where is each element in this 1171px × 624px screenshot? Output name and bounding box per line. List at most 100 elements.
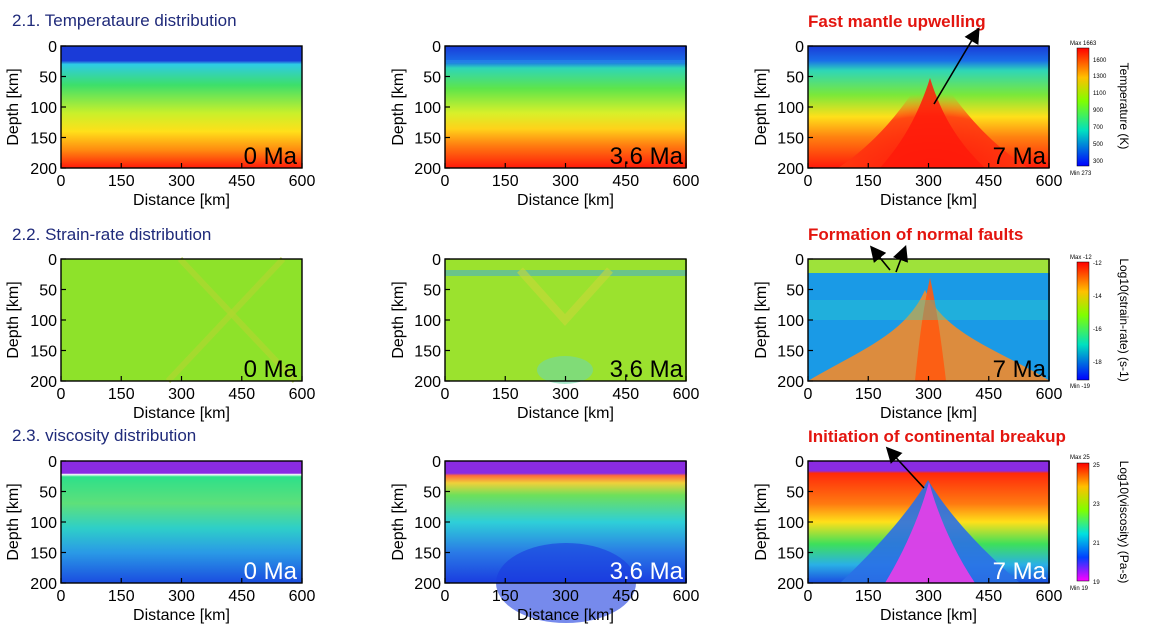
y-tick-label: 0 bbox=[48, 454, 57, 471]
y-tick-label: 0 bbox=[432, 252, 441, 269]
colorbar-viscosity-min: Min 19 bbox=[1070, 586, 1089, 592]
colorbar-strain-rate-tick: -16 bbox=[1093, 327, 1102, 333]
x-tick-label: 300 bbox=[168, 173, 195, 190]
y-tick-label: 200 bbox=[30, 374, 57, 391]
y-tick-label: 0 bbox=[795, 252, 804, 269]
colorbar-temperature-tick: 1600 bbox=[1093, 58, 1107, 64]
y-axis-label: Depth [km] bbox=[5, 281, 22, 358]
colorbar-strain-rate-tick: -14 bbox=[1093, 294, 1102, 300]
x-tick-label: 450 bbox=[612, 588, 639, 605]
y-tick-label: 50 bbox=[786, 485, 804, 502]
axes-layer: 0 150 300 450 600 0 50 100 150 200 Distance [km] De… bbox=[5, 39, 1062, 624]
x-tick-label: 0 bbox=[57, 588, 66, 605]
y-tick-label: 100 bbox=[414, 313, 441, 330]
strain-side-band bbox=[808, 300, 1050, 320]
y-tick-label: 150 bbox=[777, 131, 804, 148]
panel-temperature-0ma bbox=[61, 46, 302, 168]
y-tick-label: 150 bbox=[414, 131, 441, 148]
y-tick-label: 150 bbox=[414, 344, 441, 361]
y-tick-label: 100 bbox=[30, 515, 57, 532]
arrow-normal-fault-1 bbox=[869, 245, 891, 271]
panel-strain-rate-7ma bbox=[808, 259, 1050, 381]
temperature-field-3.6ma bbox=[445, 46, 687, 168]
shear-band-left bbox=[177, 256, 298, 384]
time-label-temperature-3.6ma: 3.6 Ma bbox=[610, 143, 684, 170]
time-label-strain-7ma: 7 Ma bbox=[993, 356, 1047, 383]
x-tick-label: 0 bbox=[804, 588, 813, 605]
panel-strain-rate-3.6ma bbox=[445, 259, 687, 384]
x-axis-label: Distance [km] bbox=[880, 607, 977, 624]
axes-r2-c1: 0 150 300 450 600 0 50 100 150 200 Distance [km] De… bbox=[390, 454, 699, 624]
y-tick-label: 200 bbox=[30, 161, 57, 178]
y-tick-label: 200 bbox=[30, 576, 57, 593]
x-tick-label: 150 bbox=[108, 386, 135, 403]
colorbar-temperature-tick: 700 bbox=[1093, 125, 1104, 131]
x-tick-label: 0 bbox=[57, 173, 66, 190]
strain-rift-core bbox=[915, 278, 946, 381]
x-tick-label: 0 bbox=[804, 173, 813, 190]
x-axis-label: Distance [km] bbox=[133, 405, 230, 422]
axes-r1-c0: 0 150 300 450 600 0 50 100 150 200 Distance [km] De… bbox=[5, 252, 315, 422]
colorbar-strain-rate-gradient bbox=[1076, 261, 1090, 381]
x-tick-label: 600 bbox=[1036, 386, 1063, 403]
y-tick-label: 100 bbox=[30, 313, 57, 330]
x-tick-label: 150 bbox=[108, 173, 135, 190]
x-tick-label: 450 bbox=[612, 386, 639, 403]
y-tick-label: 0 bbox=[432, 454, 441, 471]
y-tick-label: 150 bbox=[30, 344, 57, 361]
colorbar-strain-rate-max: Max -12 bbox=[1070, 255, 1092, 261]
x-tick-label: 300 bbox=[168, 588, 195, 605]
colorbar-viscosity-tick: 21 bbox=[1093, 541, 1100, 547]
x-tick-label: 300 bbox=[552, 386, 579, 403]
x-tick-label: 450 bbox=[612, 173, 639, 190]
time-label-viscosity-7ma: 7 Ma bbox=[993, 558, 1047, 585]
x-tick-label: 150 bbox=[855, 173, 882, 190]
x-tick-label: 600 bbox=[289, 588, 316, 605]
strain-fault-band bbox=[445, 270, 687, 276]
y-tick-label: 200 bbox=[777, 161, 804, 178]
colorbar-temperature-gradient bbox=[1076, 47, 1090, 167]
axes-r0-c0: 0 150 300 450 600 0 50 100 150 200 Distance [km] De… bbox=[5, 39, 315, 209]
x-tick-label: 300 bbox=[915, 173, 942, 190]
x-axis-label: Distance [km] bbox=[880, 405, 977, 422]
colorbar-strain-rate-tick: -18 bbox=[1093, 360, 1102, 366]
section-title-temperature: 2.1. Temperataure distribution bbox=[12, 11, 237, 30]
x-tick-label: 600 bbox=[1036, 588, 1063, 605]
colorbar-temperature-tick: 900 bbox=[1093, 108, 1104, 114]
x-tick-label: 300 bbox=[915, 386, 942, 403]
colorbar-temperature-tick: 500 bbox=[1093, 142, 1104, 148]
x-tick-label: 150 bbox=[492, 386, 519, 403]
y-tick-label: 0 bbox=[795, 454, 804, 471]
time-label-temperature-7ma: 7 Ma bbox=[993, 143, 1047, 170]
x-tick-label: 600 bbox=[289, 386, 316, 403]
axes-r2-c0: 0 150 300 450 600 0 50 100 150 200 Distance [km] De… bbox=[5, 454, 315, 624]
colorbar-strain-rate-tick: -12 bbox=[1093, 261, 1102, 267]
x-tick-label: 450 bbox=[228, 386, 255, 403]
colorbar-viscosity-max: Max 25 bbox=[1070, 455, 1090, 461]
y-tick-label: 100 bbox=[777, 313, 804, 330]
colorbar-temperature-min: Min 273 bbox=[1070, 171, 1092, 177]
y-tick-label: 50 bbox=[39, 485, 57, 502]
y-tick-label: 150 bbox=[414, 546, 441, 563]
panel-viscosity-0ma bbox=[61, 461, 302, 583]
y-tick-label: 50 bbox=[423, 283, 441, 300]
x-axis-label: Distance [km] bbox=[880, 192, 977, 209]
axes-r2-c2: 0 150 300 450 600 0 50 100 150 200 Distance [km] De… bbox=[753, 454, 1062, 624]
viscosity-field-0ma bbox=[61, 461, 302, 583]
time-label-strain-3.6ma: 3.6 Ma bbox=[610, 356, 684, 383]
time-label-viscosity-3.6ma: 3.6 Ma bbox=[610, 558, 684, 585]
panel-temperature-3.6ma bbox=[445, 46, 687, 168]
y-tick-label: 100 bbox=[30, 100, 57, 117]
y-tick-label: 200 bbox=[777, 374, 804, 391]
x-tick-label: 600 bbox=[673, 588, 700, 605]
y-tick-label: 0 bbox=[432, 39, 441, 56]
y-tick-label: 100 bbox=[414, 100, 441, 117]
x-axis-label: Distance [km] bbox=[517, 405, 614, 422]
colorbar-temperature-tick: 1300 bbox=[1093, 74, 1107, 80]
y-axis-label: Depth [km] bbox=[390, 281, 407, 358]
colorbar-strain-rate: Max -12 Min -19 -12 -14 -16 -18 Log10(st… bbox=[1070, 255, 1131, 390]
colorbar-temperature: Max 1663 Min 273 1600 1300 1100 900 700 … bbox=[1070, 41, 1131, 177]
temperature-field-0ma bbox=[61, 46, 302, 168]
x-tick-label: 300 bbox=[915, 588, 942, 605]
